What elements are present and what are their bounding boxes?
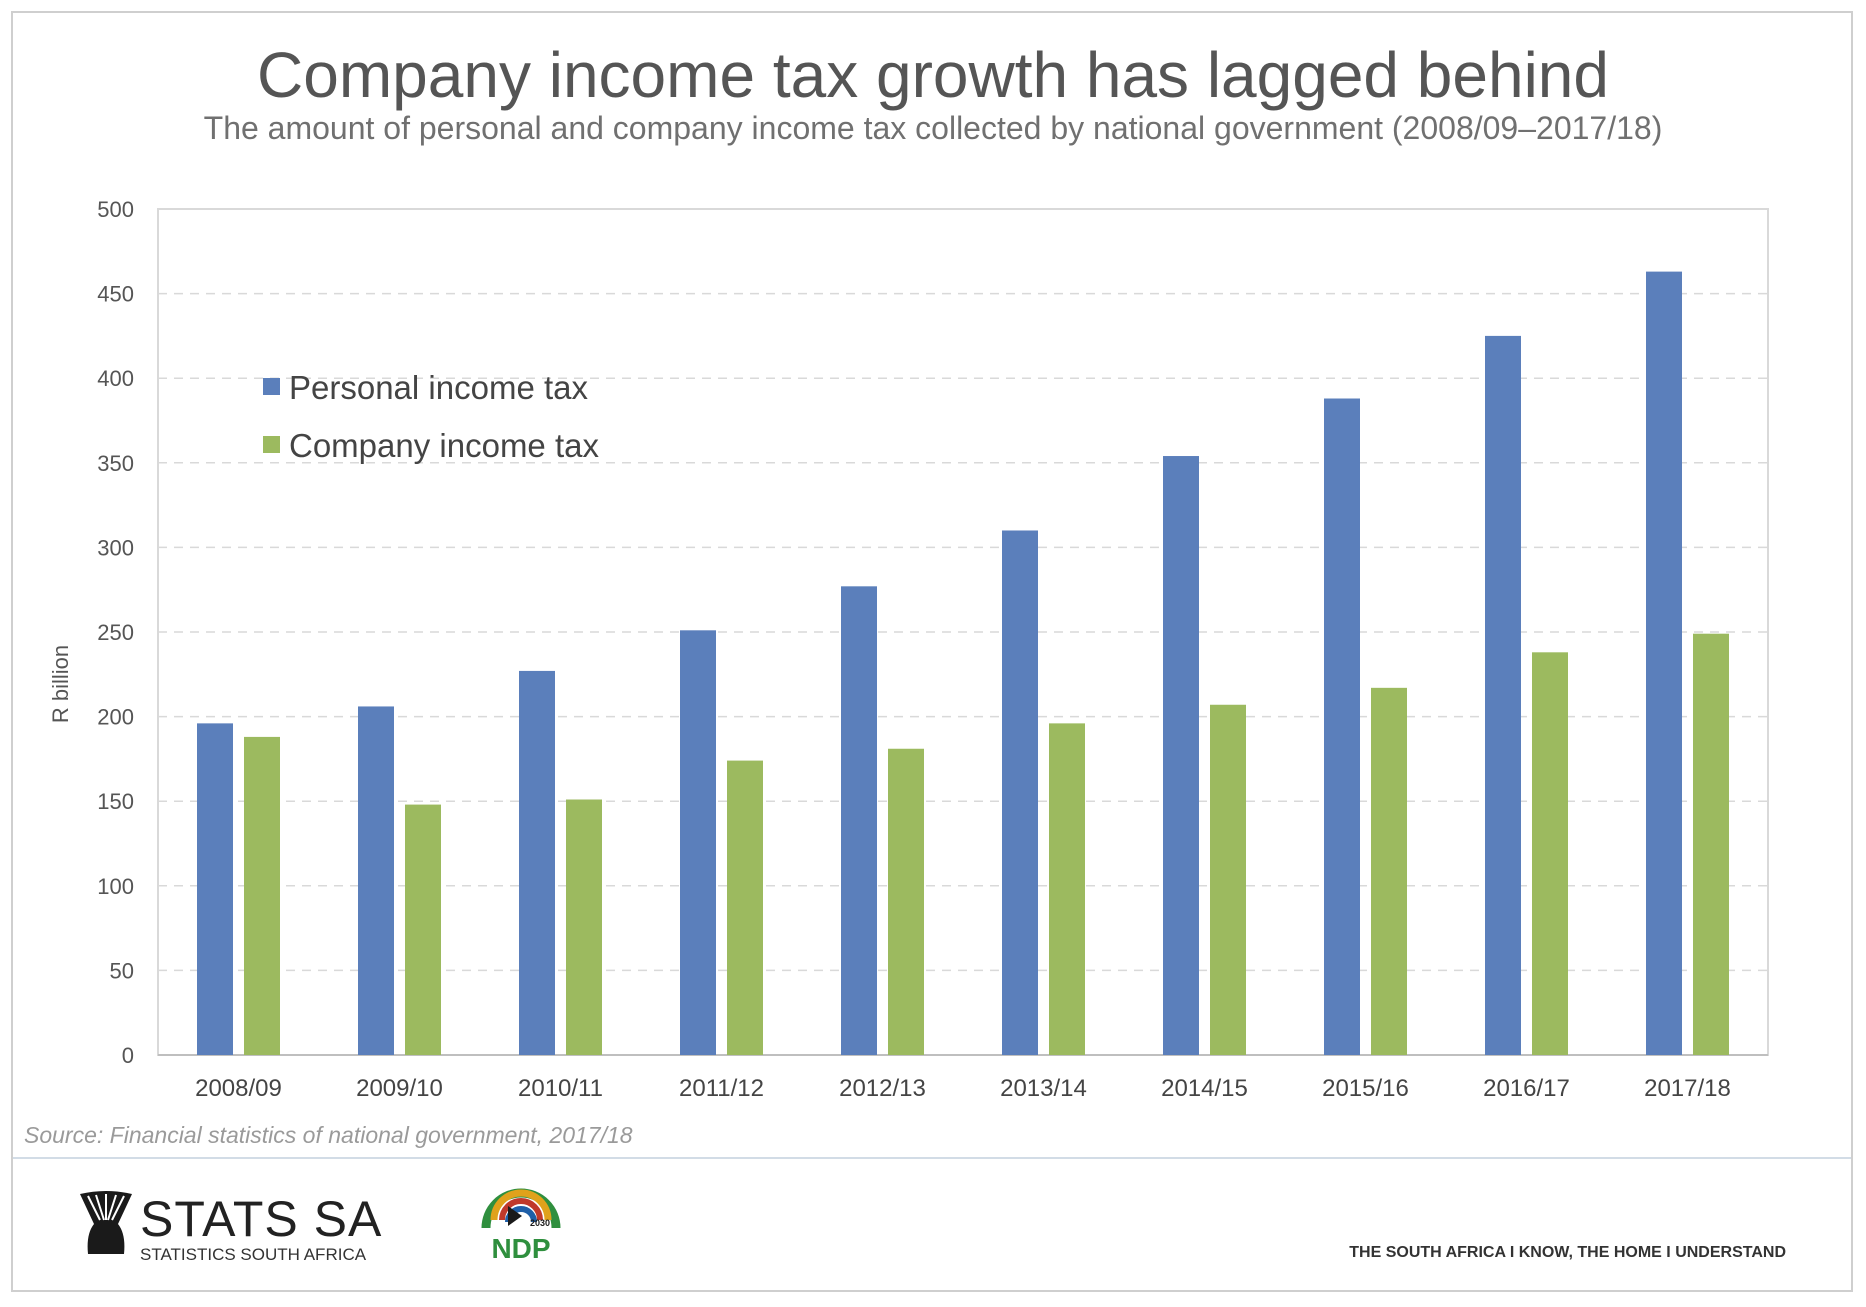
brand-name: STATS SA: [140, 1191, 383, 1247]
x-tick-label: 2010/11: [518, 1075, 603, 1102]
x-tick-label: 2016/17: [1483, 1075, 1570, 1102]
bar-company-income-tax: [1210, 704, 1246, 1055]
bar-personal-income-tax: [1002, 530, 1038, 1055]
bar-company-income-tax: [727, 760, 763, 1055]
bar-personal-income-tax: [841, 586, 877, 1055]
legend-label: Personal income tax: [289, 369, 588, 406]
legend-label: Company income tax: [289, 427, 599, 464]
bar-personal-income-tax: [1646, 271, 1682, 1055]
y-tick-label: 150: [97, 789, 134, 814]
bar-company-income-tax: [405, 804, 441, 1055]
bar-personal-income-tax: [519, 670, 555, 1055]
y-tick-label: 50: [110, 958, 134, 983]
y-tick-label: 450: [97, 282, 134, 307]
y-tick-label: 500: [97, 197, 134, 222]
legend-swatch: [263, 436, 280, 453]
x-tick-label: 2014/15: [1161, 1075, 1248, 1102]
bar-company-income-tax: [566, 799, 602, 1055]
chart-subtitle: The amount of personal and company incom…: [203, 110, 1663, 146]
bar-personal-income-tax: [1163, 456, 1199, 1056]
y-tick-label: 350: [97, 451, 134, 476]
chart-title: Company income tax growth has lagged beh…: [257, 39, 1609, 111]
footer-divider: [13, 1157, 1851, 1159]
x-tick-label: 2013/14: [1000, 1075, 1087, 1102]
bar-company-income-tax: [1693, 633, 1729, 1055]
bar-personal-income-tax: [358, 706, 394, 1055]
bar-personal-income-tax: [197, 723, 233, 1055]
bar-company-income-tax: [244, 736, 280, 1055]
chart-card: [11, 11, 1853, 1292]
bar-personal-income-tax: [1324, 398, 1360, 1055]
bar-personal-income-tax: [680, 630, 716, 1055]
x-tick-label: 2008/09: [195, 1075, 282, 1102]
x-tick-label: 2015/16: [1322, 1075, 1409, 1102]
bar-company-income-tax: [1371, 687, 1407, 1055]
y-tick-label: 250: [97, 620, 134, 645]
ndp-logo-text: NDP: [491, 1233, 550, 1264]
tagline: THE SOUTH AFRICA I KNOW, THE HOME I UNDE…: [1349, 1244, 1786, 1261]
brand-subtitle: STATISTICS SOUTH AFRICA: [140, 1245, 367, 1264]
x-tick-label: 2017/18: [1644, 1075, 1731, 1102]
y-tick-label: 200: [97, 705, 134, 730]
bar-personal-income-tax: [1485, 335, 1521, 1055]
ndp-year: 2030: [530, 1218, 550, 1228]
legend-swatch: [263, 378, 280, 395]
stats-sa-logo-icon: [80, 1191, 132, 1254]
y-tick-label: 300: [97, 535, 134, 560]
bar-company-income-tax: [888, 748, 924, 1055]
bar-company-income-tax: [1532, 652, 1568, 1055]
x-tick-label: 2011/12: [679, 1075, 764, 1102]
y-axis-title: R billion: [48, 645, 73, 723]
x-tick-label: 2009/10: [356, 1075, 443, 1102]
source-note: Source: Financial statistics of national…: [24, 1122, 633, 1148]
x-tick-label: 2012/13: [839, 1075, 926, 1102]
ndp-logo-icon: 2030 NDP: [481, 1188, 561, 1264]
y-tick-label: 100: [97, 874, 134, 899]
y-tick-label: 0: [122, 1043, 134, 1068]
bar-company-income-tax: [1049, 723, 1085, 1055]
y-tick-label: 400: [97, 366, 134, 391]
